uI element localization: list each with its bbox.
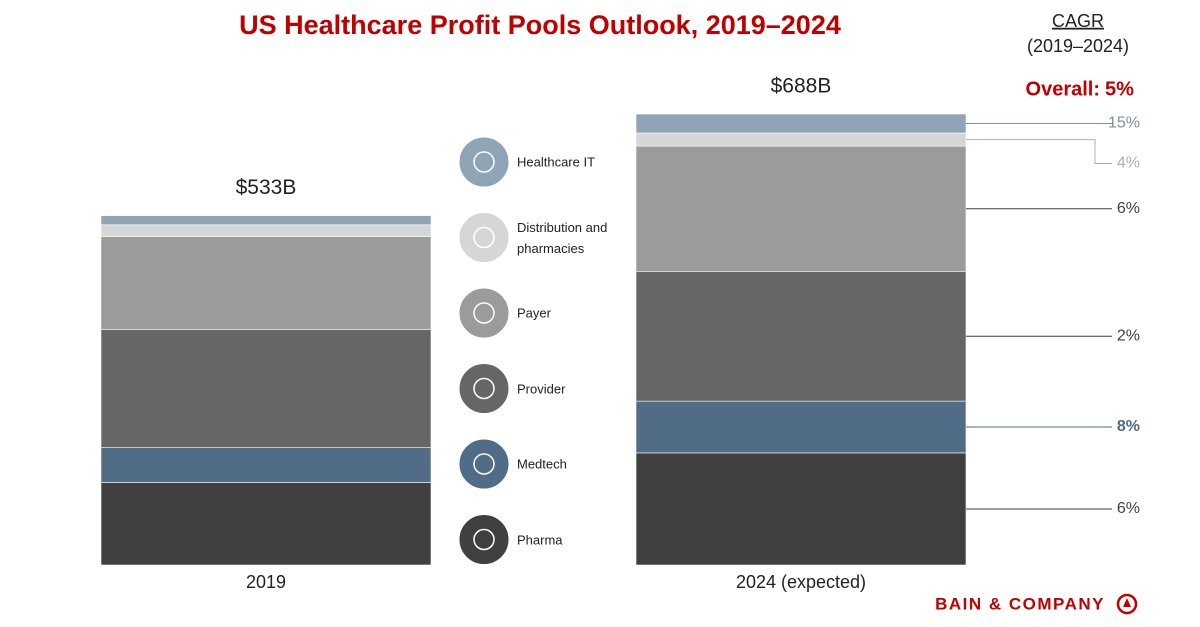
legend-icon: [458, 514, 510, 565]
brand: BAIN & COMPANY: [935, 594, 1105, 613]
brand-logo-mark: [1123, 598, 1131, 607]
cagr-label: 6%: [1117, 200, 1140, 217]
legend-icon-inner: [473, 453, 495, 475]
legend-icon: [458, 136, 510, 188]
overall-label: Overall:: [1026, 78, 1100, 100]
overall-cagr: 5%: [1105, 78, 1134, 100]
bar-segment: [100, 236, 432, 330]
legend-icon: [458, 287, 510, 339]
bar-segment: [635, 113, 967, 134]
brand-logo: [1116, 593, 1138, 615]
bar-segment: [635, 132, 967, 147]
legend-icon-inner: [473, 226, 495, 249]
cagr-period: (2019–2024): [1027, 36, 1129, 56]
legend-label: Pharma: [517, 532, 563, 547]
cagr-label: 8%: [1117, 418, 1140, 435]
bar-segment: [635, 271, 967, 402]
bar-segment: [100, 482, 432, 566]
legend-icon: [458, 438, 510, 490]
bar-segment: [100, 215, 432, 226]
total-label: $533B: [236, 176, 297, 199]
cagr-label: 6%: [1117, 500, 1140, 517]
x-tick-label: 2024 (expected): [736, 572, 866, 592]
legend-label: Provider: [517, 381, 566, 396]
legend-label: Payer: [517, 305, 551, 321]
bar-segment: [100, 447, 432, 483]
legend-icon-inner: [473, 528, 495, 551]
cagr-label: 4%: [1117, 155, 1140, 172]
legend-label: Distribution and pharmacies: [517, 219, 608, 256]
legend-icon-inner: [473, 151, 495, 173]
legend-label: Medtech: [517, 456, 567, 472]
bar-segment: [635, 145, 967, 272]
legend-icon-inner: [473, 302, 495, 324]
bar-segment: [635, 400, 967, 454]
x-tick-label: 2019: [246, 572, 286, 592]
bar-segment: [100, 224, 432, 237]
chart-title: US Healthcare Profit Pools Outlook, 2019…: [239, 10, 841, 40]
bar-segment: [635, 452, 967, 566]
legend-icon: [458, 363, 510, 414]
legend-label: Healthcare IT: [517, 154, 596, 170]
cagr-label: 2%: [1117, 327, 1140, 344]
total-label: $688B: [771, 75, 832, 98]
legend-icon: [458, 212, 510, 263]
cagr-label: 15%: [1108, 115, 1140, 132]
cagr-title: CAGR: [1052, 11, 1104, 31]
legend-icon-inner: [473, 377, 495, 400]
leader-line: [966, 139, 1112, 165]
bar-segment: [100, 329, 432, 448]
